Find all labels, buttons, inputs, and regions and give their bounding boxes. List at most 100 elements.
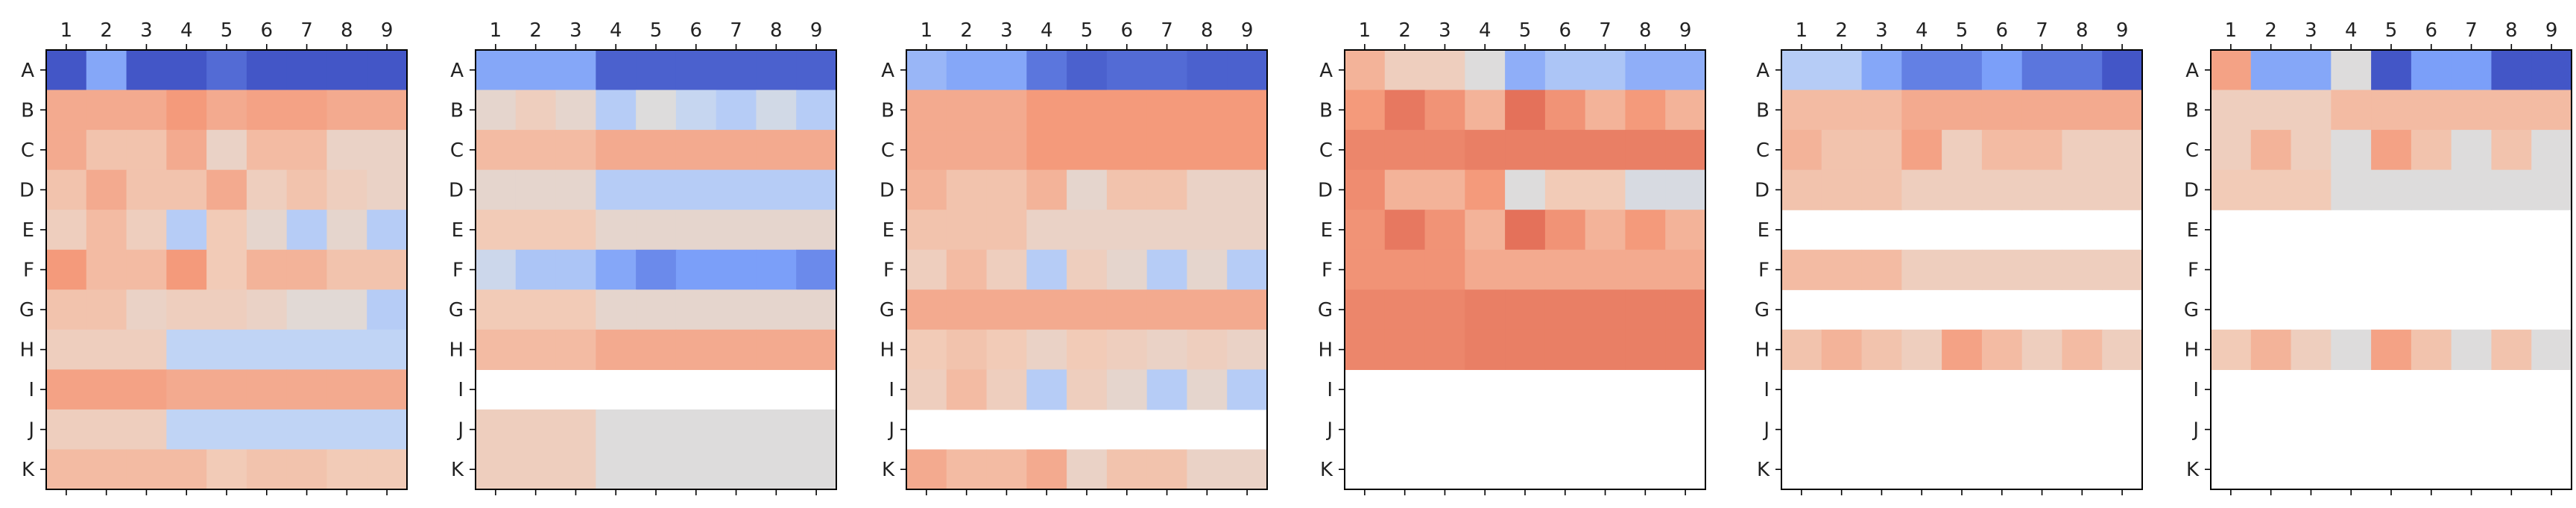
- heatmap-cell-K9: [367, 449, 408, 490]
- heatmap-cell-F4: [1026, 249, 1067, 290]
- heatmap-cell-B6: [1106, 90, 1148, 131]
- heatmap-cell-J8: [756, 409, 797, 451]
- heatmap-cell-A3: [1424, 50, 1465, 91]
- heatmap-cell-A1: [476, 50, 517, 91]
- heatmap-cell-A3: [555, 50, 596, 91]
- heatmap-cell-D2: [86, 169, 127, 210]
- heatmap-cell-A8: [2491, 50, 2532, 91]
- heatmap-cell-D2: [1384, 169, 1426, 210]
- heatmap-cell-H9: [367, 329, 408, 370]
- heatmap-cell-J3: [555, 409, 596, 451]
- heatmap-cell-B8: [326, 90, 367, 131]
- heatmap-cell-G4: [166, 289, 207, 330]
- heatmap-cell-C1: [1345, 130, 1386, 171]
- heatmap-cell-D1: [1781, 169, 1822, 210]
- row-tick-label: C: [1756, 139, 1770, 162]
- row-tick-label: H: [880, 339, 894, 362]
- heatmap-cell-H9: [2102, 329, 2143, 370]
- heatmap-cell-A8: [1187, 50, 1228, 91]
- heatmap-cell-D2: [2250, 169, 2292, 210]
- heatmap-cell-B7: [286, 90, 328, 131]
- heatmap-cell-F6: [675, 249, 717, 290]
- heatmap-cell-B6: [675, 90, 717, 131]
- heatmap-cell-J2: [86, 409, 127, 451]
- heatmap-cell-G7: [1585, 289, 1626, 330]
- heatmap-cell-I1: [46, 369, 87, 410]
- heatmap-cell-F7: [286, 249, 328, 290]
- heatmap-cell-F7: [1585, 249, 1626, 290]
- heatmap-cell-A5: [636, 50, 677, 91]
- heatmap-cell-H3: [1424, 329, 1465, 370]
- heatmap-cell-E5: [206, 210, 247, 251]
- heatmap-cell-J7: [716, 409, 757, 451]
- row-tick-label: H: [1755, 339, 1770, 362]
- heatmap-cell-H3: [555, 329, 596, 370]
- heatmap-cell-C2: [515, 130, 557, 171]
- heatmap-cell-B6: [2411, 90, 2452, 131]
- heatmap-cell-I3: [986, 369, 1027, 410]
- heatmap-cell-E9: [1227, 210, 1268, 251]
- heatmap-cell-K5: [636, 449, 677, 490]
- heatmap-cell-F7: [716, 249, 757, 290]
- heatmap-cell-B3: [986, 90, 1027, 131]
- heatmap-cell-D1: [46, 169, 87, 210]
- heatmap-cell-J9: [796, 409, 837, 451]
- heatmap-cell-C5: [1067, 130, 1108, 171]
- heatmap-cell-K7: [716, 449, 757, 490]
- heatmap-cell-D8: [2062, 169, 2103, 210]
- heatmap-cell-D9: [367, 169, 408, 210]
- heatmap-cell-E8: [1187, 210, 1228, 251]
- heatmap-cell-C7: [1146, 130, 1188, 171]
- heatmap-cell-K8: [756, 449, 797, 490]
- heatmap-cell-A3: [126, 50, 167, 91]
- heatmap-cell-E2: [515, 210, 557, 251]
- heatmap-cell-C5: [206, 130, 247, 171]
- heatmap-cell-G7: [286, 289, 328, 330]
- heatmap-cell-K1: [906, 449, 947, 490]
- heatmap-cell-F8: [326, 249, 367, 290]
- heatmap-cell-I7: [1146, 369, 1188, 410]
- heatmap-cell-B4: [166, 90, 207, 131]
- column-tick-label: 3: [2305, 19, 2317, 42]
- heatmap-cell-C8: [326, 130, 367, 171]
- heatmap-cell-H9: [796, 329, 837, 370]
- heatmap-cell-A2: [515, 50, 557, 91]
- column-tick-label: 4: [1041, 19, 1053, 42]
- heatmap-cell-E1: [476, 210, 517, 251]
- heatmap-cell-D1: [2211, 169, 2252, 210]
- heatmap-cell-D3: [126, 169, 167, 210]
- heatmap-cell-F9: [367, 249, 408, 290]
- heatmap-cell-B4: [1026, 90, 1067, 131]
- column-tick-label: 8: [1639, 19, 1652, 42]
- heatmap-cell-C5: [2371, 130, 2412, 171]
- heatmap-cell-C8: [756, 130, 797, 171]
- heatmap-cell-A6: [1981, 50, 2023, 91]
- heatmap-cell-C7: [716, 130, 757, 171]
- heatmap-cell-K5: [206, 449, 247, 490]
- column-tick-label: 1: [60, 19, 73, 42]
- heatmap-cell-H1: [46, 329, 87, 370]
- heatmap-cell-B1: [906, 90, 947, 131]
- heatmap-cell-A1: [2211, 50, 2252, 91]
- column-tick-label: 6: [2425, 19, 2438, 42]
- heatmap-cell-F3: [1424, 249, 1465, 290]
- heatmap-cell-F9: [796, 249, 837, 290]
- heatmap-cell-K1: [476, 449, 517, 490]
- heatmap-cell-G6: [1544, 289, 1586, 330]
- heatmap-cell-H6: [1106, 329, 1148, 370]
- heatmap-cell-K5: [1067, 449, 1108, 490]
- column-tick-label: 6: [1559, 19, 1572, 42]
- heatmap-cell-B5: [2371, 90, 2412, 131]
- heatmap-cell-K3: [555, 449, 596, 490]
- heatmap-cell-B3: [2291, 90, 2332, 131]
- row-tick-label: B: [881, 99, 894, 122]
- heatmap-cell-G2: [86, 289, 127, 330]
- heatmap-cell-C6: [1981, 130, 2023, 171]
- heatmap-cell-J4: [596, 409, 637, 451]
- heatmap-cell-H5: [1505, 329, 1546, 370]
- heatmap-cell-A8: [756, 50, 797, 91]
- heatmap-cell-H5: [1067, 329, 1108, 370]
- heatmap-cell-I4: [166, 369, 207, 410]
- heatmap-cell-G8: [326, 289, 367, 330]
